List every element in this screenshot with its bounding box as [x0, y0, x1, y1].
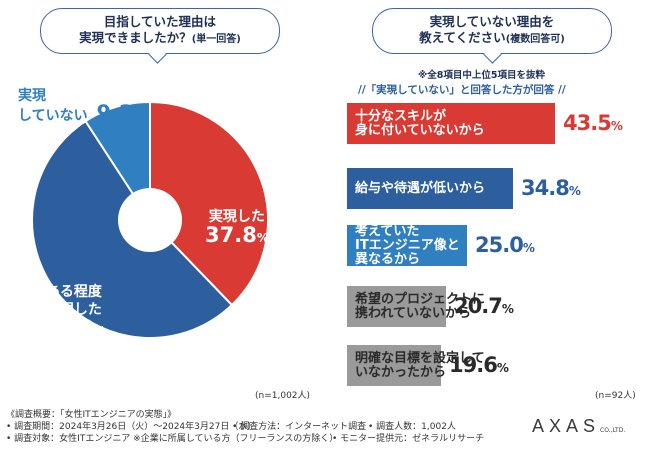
- bar-label-text: 明確な目標を設定して いなかったから: [355, 350, 485, 380]
- pie-slice-not-realized: [84, 100, 151, 224]
- bar-label-line: 十分なスキルが: [355, 108, 447, 124]
- footer-survey-title: 《調査概要：「女性ITエンジニアの実態」》: [6, 410, 177, 420]
- bar-label-salary: 給与や待遇が低いから: [355, 168, 485, 209]
- pie-chart: [31, 100, 269, 339]
- left-question-line1: 目指していた理由は: [103, 14, 217, 29]
- bar-label-line: 携われていないから: [355, 305, 471, 321]
- pie-label-realized-line1: 実現した: [208, 209, 265, 225]
- footer-target: • 調査対象：女性ITエンジニア ※企業に所属している方（フリーランスの方除く）: [6, 434, 339, 444]
- left-question-line2: 実現できましたか？: [79, 30, 192, 45]
- pie-label-not-realized: 実現 していない 9.2%: [18, 88, 146, 125]
- footer-provider: • モニター提供元：ゼネラルリサーチ: [332, 434, 485, 444]
- pie-label-realized-pct: %: [256, 231, 269, 245]
- footer-method: • 調査方法：インターネット調査: [232, 422, 367, 432]
- pie-label-somewhat-value: 53.0: [42, 316, 94, 340]
- bar-label-line: 異なるから: [355, 251, 421, 267]
- pie-label-realized: 実現した 37.8%: [205, 208, 269, 247]
- right-sample-size: (n=92人): [595, 391, 636, 401]
- bar-label-skill: 十分なスキルが 身に付いていないから: [355, 103, 485, 144]
- right-note: ※全8項目中上位5項目を抜粋: [418, 70, 545, 81]
- bar-value-percent: %: [568, 184, 581, 198]
- bar-value-goal: 19.6%: [449, 353, 509, 377]
- bar-value-skill: 43.5%: [563, 111, 623, 135]
- bar-project: [347, 286, 446, 327]
- bar-value-project: 20.7%: [454, 294, 514, 318]
- bar-value-number: 43.5: [563, 111, 612, 135]
- pie-label-realized-value: 37.8: [205, 223, 257, 247]
- bar-label-line: 考えていた: [355, 223, 420, 239]
- pie-label-not-line1: 実現: [18, 88, 46, 104]
- right-question-sub: (複数回答可): [505, 34, 565, 45]
- bar-label-line: 希望のプロジェクトに: [355, 291, 486, 307]
- bar-value-percent: %: [522, 241, 535, 255]
- footer-period: • 調査期間：2024年3月26日（火）〜2024年3月27日（水）: [6, 422, 257, 432]
- bar-value-number: 34.8: [521, 176, 570, 200]
- right-question-line2: 教えてください: [419, 30, 506, 45]
- logo-text: AXAS: [532, 416, 601, 436]
- bar-label-text: 給与や待遇が低いから: [355, 180, 486, 196]
- pie-label-not-value: 9.2: [96, 101, 134, 125]
- bar-value-number: 25.0: [475, 233, 524, 257]
- bar-label-line: 身に付いていないから: [355, 122, 485, 138]
- bar-value-image-gap: 25.0%: [475, 233, 535, 257]
- bar-label-image-gap: 考えていた ITエンジニア像と 異なるから: [355, 223, 460, 267]
- bar-value-percent: %: [496, 361, 509, 375]
- right-heading: //「実現していない」と回答した方が回答 //: [358, 84, 566, 96]
- bar-value-number: 20.7: [454, 294, 503, 318]
- bar-value-percent: %: [610, 119, 623, 133]
- bar-image-gap: [347, 225, 467, 266]
- pie-label-somewhat-line1: ある程度: [45, 284, 102, 300]
- bar-salary: [347, 168, 513, 209]
- right-question-line1: 実現していない理由を: [429, 14, 555, 29]
- pie-slice-realized: [149, 100, 269, 307]
- pie-label-not-line2: していない: [18, 108, 88, 124]
- footer-count: • 調査人数：1,002人: [368, 422, 456, 432]
- bar-label-text: 希望のプロジェクトに 携われていないから: [355, 291, 486, 321]
- bar-label-text: 考えていた ITエンジニア像と 異なるから: [355, 223, 460, 267]
- left-question-bubble: 目指していた理由は 実現できましたか？(単一回答): [40, 8, 280, 54]
- left-question-sub: (単一回答): [191, 34, 241, 45]
- logo-suffix: CO.,LTD.: [600, 427, 626, 434]
- pie-label-not-pct: %: [133, 109, 146, 123]
- company-logo: AXAS CO.,LTD.: [532, 416, 625, 437]
- bar-value-number: 19.6: [449, 353, 498, 377]
- pie-label-somewhat-pct: %: [93, 324, 106, 338]
- bar-label-goal: 明確な目標を設定して いなかったから: [355, 345, 485, 386]
- left-sample-size: (n=1,002人): [255, 391, 311, 401]
- bar-label-line: 明確な目標を設定して: [355, 350, 485, 366]
- bar-label-line: ITエンジニア像と: [355, 237, 460, 253]
- bar-label-line: いなかったから: [355, 364, 447, 380]
- bar-value-percent: %: [501, 302, 514, 316]
- pie-label-somewhat-line2: 実現した: [45, 302, 102, 318]
- bar-label-line: 給与や待遇が低いから: [355, 180, 486, 196]
- bar-value-salary: 34.8%: [521, 176, 581, 200]
- bar-skill: [347, 103, 555, 144]
- bar-goal: [347, 345, 441, 386]
- pie-leader-line: [119, 133, 133, 165]
- pie-center-hole: [118, 188, 182, 252]
- bar-label-project: 希望のプロジェクトに 携われていないから: [355, 286, 485, 327]
- bar-label-text: 十分なスキルが 身に付いていないから: [355, 108, 485, 138]
- pie-label-somewhat: ある程度 実現した 53.0%: [42, 283, 106, 340]
